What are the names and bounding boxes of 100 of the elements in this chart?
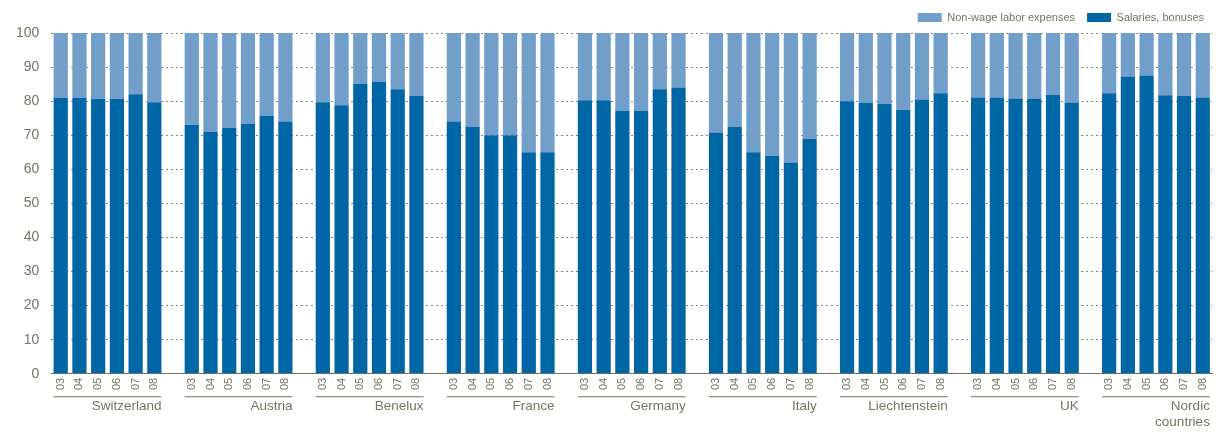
- bar: [521, 152, 536, 374]
- x-tick-label: 05: [353, 377, 366, 391]
- bar: [446, 121, 461, 374]
- bar: [484, 33, 499, 136]
- bar: [1120, 76, 1135, 374]
- bar: [970, 97, 986, 374]
- x-tick-label: 06: [372, 377, 385, 391]
- bar: [858, 102, 873, 374]
- x-tick-label: 07: [521, 377, 534, 391]
- bar: [184, 125, 199, 374]
- bar: [839, 101, 855, 374]
- legend-label: Salaries, bonuses: [1116, 10, 1205, 23]
- bar: [877, 103, 892, 374]
- bar: [596, 33, 611, 101]
- x-tick-label: 08: [540, 377, 553, 391]
- x-tick-label: 07: [259, 377, 272, 391]
- text: Liechtenstein: [868, 398, 948, 414]
- y-tick-label: 80: [23, 92, 40, 109]
- bar: [72, 97, 87, 374]
- bar: [390, 33, 405, 90]
- bar: [1064, 33, 1079, 103]
- bar: [259, 33, 274, 116]
- bar: [91, 33, 106, 99]
- bar: [1045, 94, 1061, 374]
- bar: [128, 94, 143, 374]
- bar: [1176, 96, 1192, 374]
- text: Benelux: [374, 398, 424, 414]
- bar: [1045, 33, 1061, 95]
- bar: [671, 33, 686, 88]
- x-tick-label: 06: [1027, 377, 1040, 391]
- bar: [371, 81, 387, 374]
- x-tick-label: 08: [409, 377, 422, 391]
- x-tick-label: 05: [222, 377, 235, 391]
- bar: [147, 102, 162, 374]
- bar: [147, 33, 162, 103]
- bar: [746, 152, 761, 374]
- bar: [989, 33, 1004, 98]
- x-tick-label: 06: [634, 377, 647, 391]
- bar: [334, 105, 349, 374]
- bar: [577, 33, 593, 101]
- x-tick-label: 06: [503, 377, 516, 391]
- x-tick-label: 03: [184, 377, 197, 391]
- bar: [109, 98, 124, 374]
- bar: [652, 33, 667, 90]
- bar: [109, 33, 124, 99]
- x-tick-label: 03: [1102, 377, 1115, 391]
- bar: [1120, 33, 1135, 77]
- x-tick-label: 07: [783, 377, 796, 391]
- x-tick-label: 05: [877, 377, 890, 391]
- x-tick-label: 05: [615, 377, 628, 391]
- bar: [1158, 33, 1173, 96]
- bar: [633, 110, 649, 374]
- bar: [914, 33, 930, 100]
- bar: [727, 126, 742, 374]
- bar: [746, 33, 761, 153]
- bar: [540, 152, 555, 374]
- bar: [484, 135, 499, 374]
- bar: [933, 93, 948, 374]
- bar: [446, 33, 461, 122]
- bar: [708, 132, 724, 374]
- bar: [72, 33, 87, 98]
- bar: [259, 115, 274, 374]
- bar: [465, 33, 480, 127]
- y-tick-label: 70: [23, 126, 40, 143]
- bar: [334, 33, 349, 106]
- bar: [671, 87, 686, 374]
- bar: [1027, 98, 1042, 374]
- bar: [596, 100, 611, 374]
- bar: [1008, 98, 1023, 374]
- text: Austria: [250, 398, 293, 414]
- x-tick-label: 08: [147, 377, 160, 391]
- x-tick-label: 07: [390, 377, 403, 391]
- x-tick-label: 04: [1120, 377, 1133, 391]
- bar: [1027, 33, 1042, 99]
- y-tick-label: 100: [16, 23, 40, 40]
- x-tick-label: 08: [1064, 377, 1077, 391]
- bar: [465, 126, 480, 374]
- bar: [390, 89, 405, 374]
- bar: [933, 33, 948, 94]
- bar: [409, 33, 424, 97]
- bar: [353, 33, 368, 85]
- bar: [577, 100, 593, 374]
- bar: [278, 121, 293, 374]
- x-tick-label: 08: [1195, 377, 1208, 391]
- bar: [315, 33, 330, 103]
- x-tick-label: 05: [1139, 377, 1152, 391]
- y-tick-label: 0: [31, 364, 40, 381]
- bar: [970, 33, 986, 98]
- x-tick-label: 06: [240, 377, 253, 391]
- x-tick-label: 06: [109, 377, 122, 391]
- bar: [989, 97, 1004, 374]
- x-tick-label: 08: [671, 377, 684, 391]
- bar: [1139, 33, 1154, 76]
- bar: [1139, 75, 1154, 374]
- text: Switzerland: [91, 398, 162, 414]
- bar: [353, 84, 368, 374]
- bar: [1176, 33, 1192, 97]
- bar: [203, 33, 218, 132]
- x-tick-label: 03: [53, 377, 66, 391]
- x-tick-label: 04: [72, 377, 85, 391]
